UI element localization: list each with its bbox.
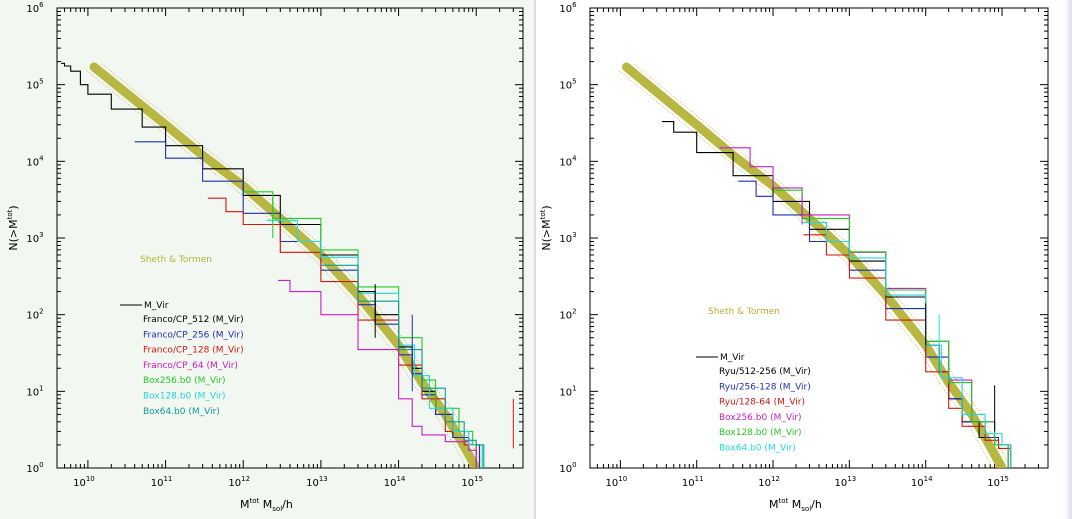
series-line-1 <box>661 121 1009 468</box>
y-tick-label: 101 <box>559 384 576 398</box>
legend-entry: Franco/CP_256 (M_Vir) <box>143 330 244 340</box>
plot-frame <box>589 7 1049 469</box>
series-line-6 <box>802 221 1012 468</box>
chart-panel-2: 1010 1011 1012 1013 1014 1015 100 101 102 103 104 1… <box>539 1 1049 513</box>
legend-entry: Box64.b0 (M_Vir) <box>719 444 796 454</box>
series-line-4 <box>278 279 477 468</box>
y-tick-label: 104 <box>26 154 44 168</box>
chart-panel-1: 1010 1011 1012 1013 1014 1015 100 101 102 103 104 1… <box>6 1 524 513</box>
series-line-1 <box>61 62 481 468</box>
theory-lower-bound <box>618 70 994 468</box>
legend-entry: Box64.b0 (M_Vir) <box>143 407 220 417</box>
theory-upper-bound <box>633 63 1010 465</box>
series-line-7 <box>320 264 485 468</box>
y-axis-title: N(>Mtot) <box>6 205 20 250</box>
legend-entry: Franco/CP_128 (M_Vir) <box>143 346 244 356</box>
x-axis-title: Mtot Msol/h <box>240 497 293 513</box>
legend-entry: Box256.b0 (M_Vir) <box>719 413 802 423</box>
y-tick-label: 106 <box>26 1 44 15</box>
legend-entry: Box128.b0 (M_Vir) <box>719 428 802 438</box>
legend-entry: Ryu/128-64 (M_Vir) <box>719 398 805 408</box>
panel-divider <box>534 0 536 519</box>
theory-label: Sheth & Tormen <box>708 307 780 317</box>
x-tick-label: 1013 <box>306 475 328 489</box>
series-line-3 <box>207 197 477 468</box>
y-tick-label: 102 <box>559 308 576 322</box>
y-tick-label: 103 <box>26 231 43 245</box>
legend-key-label: M_Vir <box>720 353 745 363</box>
window-edge <box>1064 0 1072 519</box>
x-tick-label: 1014 <box>911 475 933 489</box>
theory-lower-bound <box>86 70 468 468</box>
theory-curve-sheth-tormen <box>89 62 481 468</box>
plot-area <box>618 62 1012 468</box>
x-tick-label: 1011 <box>151 475 173 489</box>
y-tick-label: 100 <box>559 461 576 475</box>
plot-frame <box>56 7 524 469</box>
series-line-2 <box>738 180 1012 468</box>
x-tick-label: 1010 <box>606 475 628 489</box>
x-axis-title: Mtot Msol/h <box>769 497 822 513</box>
y-tick-label: 101 <box>26 384 43 398</box>
series-line-5 <box>243 191 483 468</box>
y-axis-title: N(>Mtot) <box>539 205 553 250</box>
x-tick-label: 1010 <box>73 475 95 489</box>
x-tick-label: 1012 <box>758 475 780 489</box>
plot-area <box>61 62 514 468</box>
y-tick-label: 100 <box>26 461 43 475</box>
y-tick-label: 105 <box>559 78 576 92</box>
series-line-6 <box>266 219 483 468</box>
x-tick-label: 1015 <box>987 475 1009 489</box>
theory-label: Sheth & Tormen <box>140 255 212 265</box>
left-panel-background <box>0 0 534 519</box>
legend-key-label: M_Vir <box>144 301 169 311</box>
x-tick-label: 1015 <box>461 475 483 489</box>
y-tick-label: 104 <box>559 154 577 168</box>
legend-entry: Franco/CP_64 (M_Vir) <box>143 361 238 371</box>
x-tick-label: 1014 <box>384 475 406 489</box>
legend-entry: Box256.b0 (M_Vir) <box>143 376 226 386</box>
legend-entry: Ryu/256-128 (M_Vir) <box>719 382 811 392</box>
x-tick-label: 1013 <box>835 475 857 489</box>
x-tick-label: 1012 <box>228 475 250 489</box>
y-tick-label: 103 <box>559 231 576 245</box>
x-tick-label: 1011 <box>682 475 704 489</box>
legend-entry: Franco/CP_512 (M_Vir) <box>143 315 244 325</box>
legend-entry: Box128.b0 (M_Vir) <box>143 392 226 402</box>
theory-curve-sheth-tormen <box>621 62 1007 468</box>
legend-entry: Ryu/512-256 (M_Vir) <box>719 367 811 377</box>
y-tick-label: 102 <box>26 308 43 322</box>
y-tick-label: 105 <box>26 78 43 92</box>
y-tick-label: 106 <box>559 1 577 15</box>
series-line-2 <box>134 141 481 468</box>
